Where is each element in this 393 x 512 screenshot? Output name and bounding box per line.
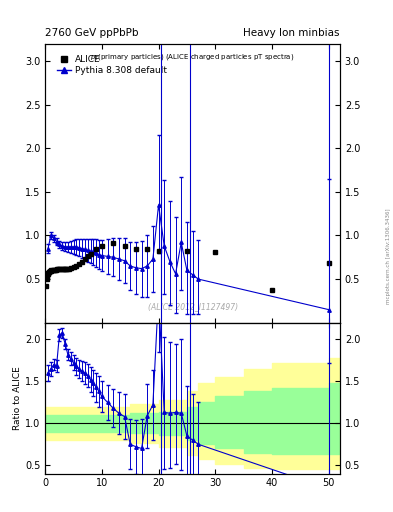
ALICE — [46, 270, 51, 276]
ALICE — [45, 272, 50, 279]
Text: $p_T$(primary particles) (ALICE charged particles pT spectra): $p_T$(primary particles) (ALICE charged … — [90, 52, 295, 62]
Legend: ALICE, Pythia 8.308 default: ALICE, Pythia 8.308 default — [55, 54, 168, 77]
ALICE — [326, 260, 331, 266]
ALICE — [85, 253, 90, 260]
ALICE — [48, 268, 52, 274]
ALICE — [156, 248, 161, 254]
ALICE — [47, 269, 52, 275]
ALICE — [48, 268, 53, 274]
ALICE — [77, 261, 82, 267]
ALICE — [61, 266, 65, 272]
ALICE — [213, 249, 218, 255]
ALICE — [64, 266, 68, 272]
ALICE — [59, 266, 64, 272]
ALICE — [53, 267, 58, 273]
ALICE — [83, 256, 87, 262]
ALICE — [45, 271, 50, 277]
ALICE — [57, 266, 62, 272]
ALICE — [270, 287, 274, 293]
ALICE — [44, 283, 48, 289]
ALICE — [74, 263, 79, 269]
ALICE — [71, 264, 76, 270]
ALICE — [49, 267, 54, 273]
ALICE — [44, 276, 49, 282]
ALICE — [53, 267, 57, 273]
Line: ALICE: ALICE — [44, 241, 331, 292]
ALICE — [51, 267, 56, 273]
Y-axis label: Ratio to ALICE: Ratio to ALICE — [13, 366, 22, 430]
ALICE — [65, 266, 70, 272]
ALICE — [88, 251, 93, 257]
ALICE — [134, 245, 138, 251]
ALICE — [80, 259, 84, 265]
ALICE — [69, 265, 73, 271]
ALICE — [50, 267, 55, 273]
ALICE — [99, 243, 104, 249]
ALICE — [185, 248, 189, 254]
ALICE — [145, 246, 150, 252]
ALICE — [55, 266, 59, 272]
ALICE — [62, 266, 66, 272]
Text: Heavy Ion minbias: Heavy Ion minbias — [243, 28, 340, 38]
ALICE — [56, 266, 61, 272]
Text: (ALICE 2012_I1127497): (ALICE 2012_I1127497) — [147, 303, 238, 311]
ALICE — [46, 269, 51, 275]
Text: 2760 GeV ppPbPb: 2760 GeV ppPbPb — [45, 28, 139, 38]
ALICE — [58, 266, 63, 272]
ALICE — [111, 240, 116, 246]
ALICE — [94, 246, 99, 252]
ALICE — [67, 266, 72, 272]
ALICE — [62, 266, 67, 272]
ALICE — [122, 243, 127, 249]
Text: mcplots.cern.ch [arXiv:1306.3436]: mcplots.cern.ch [arXiv:1306.3436] — [386, 208, 391, 304]
